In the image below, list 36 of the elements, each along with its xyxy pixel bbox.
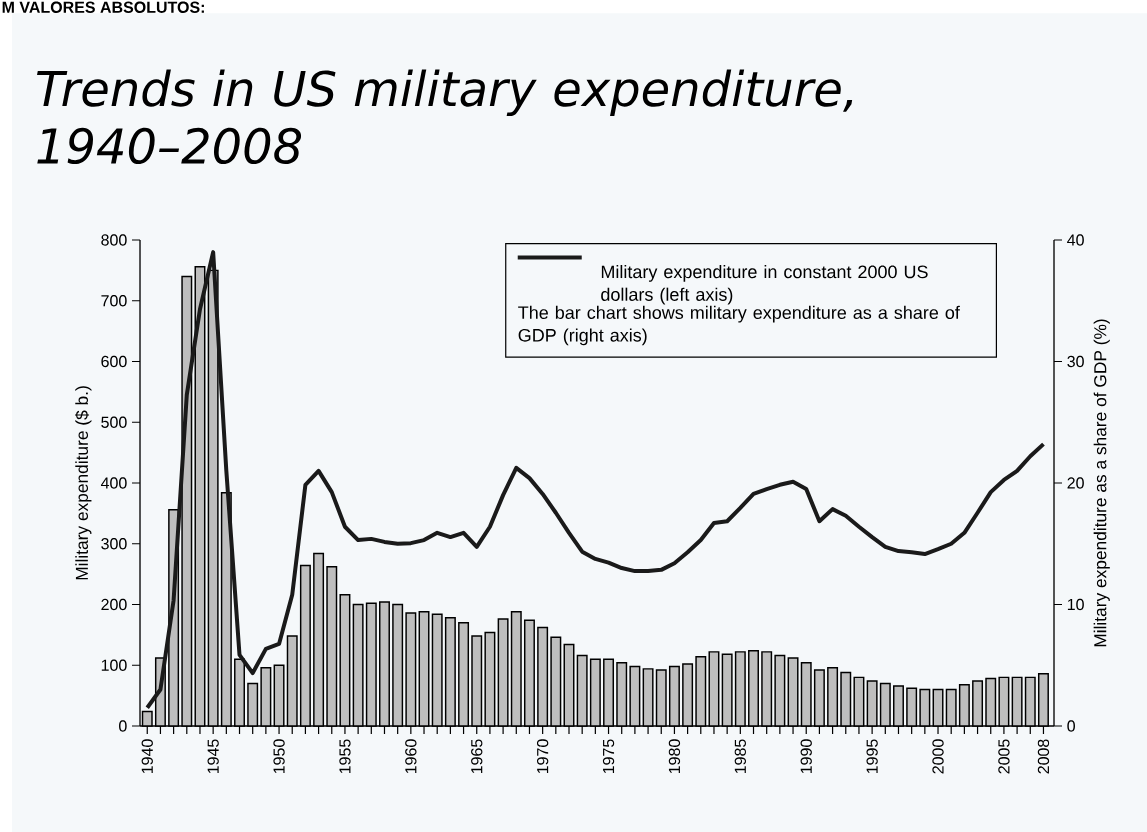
- y-tick-label: 600: [101, 355, 127, 368]
- y2-tick-label: 30: [1067, 355, 1084, 368]
- x-tick-label: 1975: [602, 739, 615, 774]
- text: M VALORES ABSOLUTOS:: [2, 1, 204, 13]
- y2-tick-label: 10: [1067, 598, 1084, 611]
- y-tick-label: 300: [101, 538, 127, 550]
- x-tick-label: 1965: [471, 739, 483, 774]
- y-tick-label: 200: [101, 598, 127, 611]
- x-tick-label: 1945: [207, 739, 219, 774]
- x-tick-label: 1950: [273, 739, 285, 774]
- x-tick-label: 1985: [734, 739, 746, 774]
- x-tick-label: 1970: [536, 739, 549, 774]
- y-tick-label: 100: [101, 659, 127, 671]
- x-tick-label: 1960: [405, 739, 417, 774]
- y2-tick-label: 0: [1067, 720, 1075, 732]
- y2-axis-title: Military expenditure as a share of GDP (%): [1093, 319, 1110, 647]
- x-tick-label: 1995: [866, 739, 878, 774]
- y-tick-label: 400: [100, 477, 127, 489]
- y-tick-label: 0: [119, 720, 127, 732]
- text: Military expenditure in constant 2000 US dollars (left axis): [601, 265, 928, 305]
- x-tick-label: 2005: [998, 739, 1010, 774]
- y2-tick-label: 20: [1067, 477, 1084, 489]
- chart-title: Trends in US military expenditure, 1940–2008: [37, 69, 853, 165]
- y-tick-label: 700: [101, 295, 127, 307]
- y-axis-title: Military expenditure ($ b.): [75, 386, 92, 580]
- x-tick-label: 2000: [932, 739, 944, 774]
- annotation: The bar chart shows military expenditure as a share of GDP (right axis): [518, 305, 960, 346]
- y2-tick-label: 40: [1067, 234, 1084, 246]
- x-tick-label: 1990: [800, 739, 812, 774]
- x-tick-label: 2008: [1037, 739, 1050, 774]
- x-tick-label: 1955: [339, 739, 351, 774]
- line-series: [145, 250, 1046, 710]
- y-tick-label: 500: [101, 416, 127, 428]
- x-tick-label: 1980: [668, 739, 681, 774]
- x-tick-label: 1940: [141, 739, 153, 774]
- y-tick-label: 800: [101, 234, 127, 246]
